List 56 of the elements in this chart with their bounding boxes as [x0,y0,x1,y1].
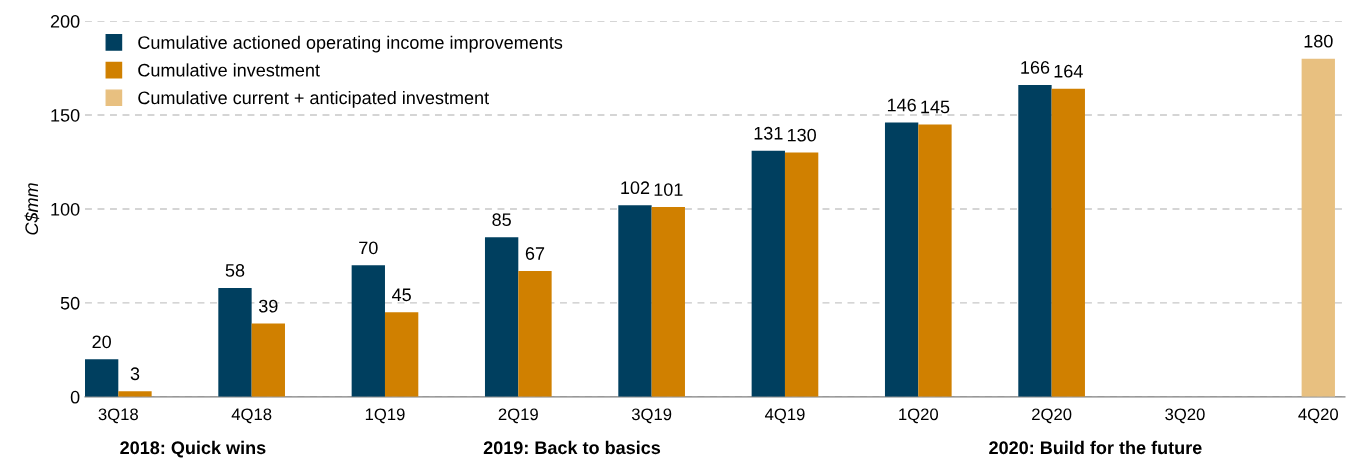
bar [884,122,919,397]
x-tick-label: 4Q18 [231,408,272,424]
bar [384,312,419,397]
legend-label: Cumulative current + anticipated investment [138,90,489,108]
bar [118,391,152,397]
data-label: 146 [887,98,916,112]
y-tick-label: 50 [60,296,80,310]
data-label: 130 [787,128,816,142]
bar [1051,88,1085,397]
data-label: 58 [225,264,245,277]
data-label: 164 [1054,64,1083,78]
bar [784,152,819,397]
text: 2018: Quick wins [120,440,266,458]
bar [1301,58,1335,397]
bar [618,205,652,397]
x-tick-label: 1Q20 [899,408,939,424]
y-axis-title: C$mm [24,183,40,235]
bar [651,207,685,397]
x-tick-label: 2Q19 [498,408,538,424]
legend-label: Cumulative actioned operating income improvements [138,35,563,53]
x-tick-label: 4Q20 [1298,408,1339,424]
x-tick-label: 3Q18 [98,408,138,424]
bar [351,265,385,397]
text: 2020: Build for the future [989,440,1202,455]
data-label: 45 [392,288,411,302]
data-label: 39 [258,299,278,313]
data-label: 102 [621,181,650,195]
bar [751,150,785,397]
data-label: 70 [359,241,378,255]
y-tick-label: 200 [50,14,80,28]
x-tick-label: 3Q19 [631,408,672,424]
data-label: 67 [525,247,545,260]
data-label: 145 [921,100,950,114]
x-tick-label: 4Q19 [764,408,805,424]
bar [1018,84,1052,397]
data-label: 166 [1021,61,1050,74]
data-label: 3 [130,367,140,381]
bar [84,359,119,397]
data-label: 20 [92,335,111,349]
bar [251,323,285,397]
y-tick-label: 0 [70,390,80,404]
y-tick-label: 150 [51,108,80,122]
bar [484,237,519,397]
data-label: 101 [654,183,683,196]
bar [218,287,252,397]
x-tick-label: 3Q20 [1165,408,1205,424]
data-label: 85 [492,213,511,227]
data-label: 180 [1304,34,1333,48]
text: 2019: Back to basics [483,440,661,455]
legend-label: Cumulative investment [138,63,320,77]
x-tick-label: 2Q20 [1032,408,1072,424]
x-tick-label: 1Q19 [365,408,405,424]
y-tick-label: 100 [51,202,80,216]
bar [518,270,552,397]
data-label: 131 [754,126,783,140]
bar [918,124,952,397]
